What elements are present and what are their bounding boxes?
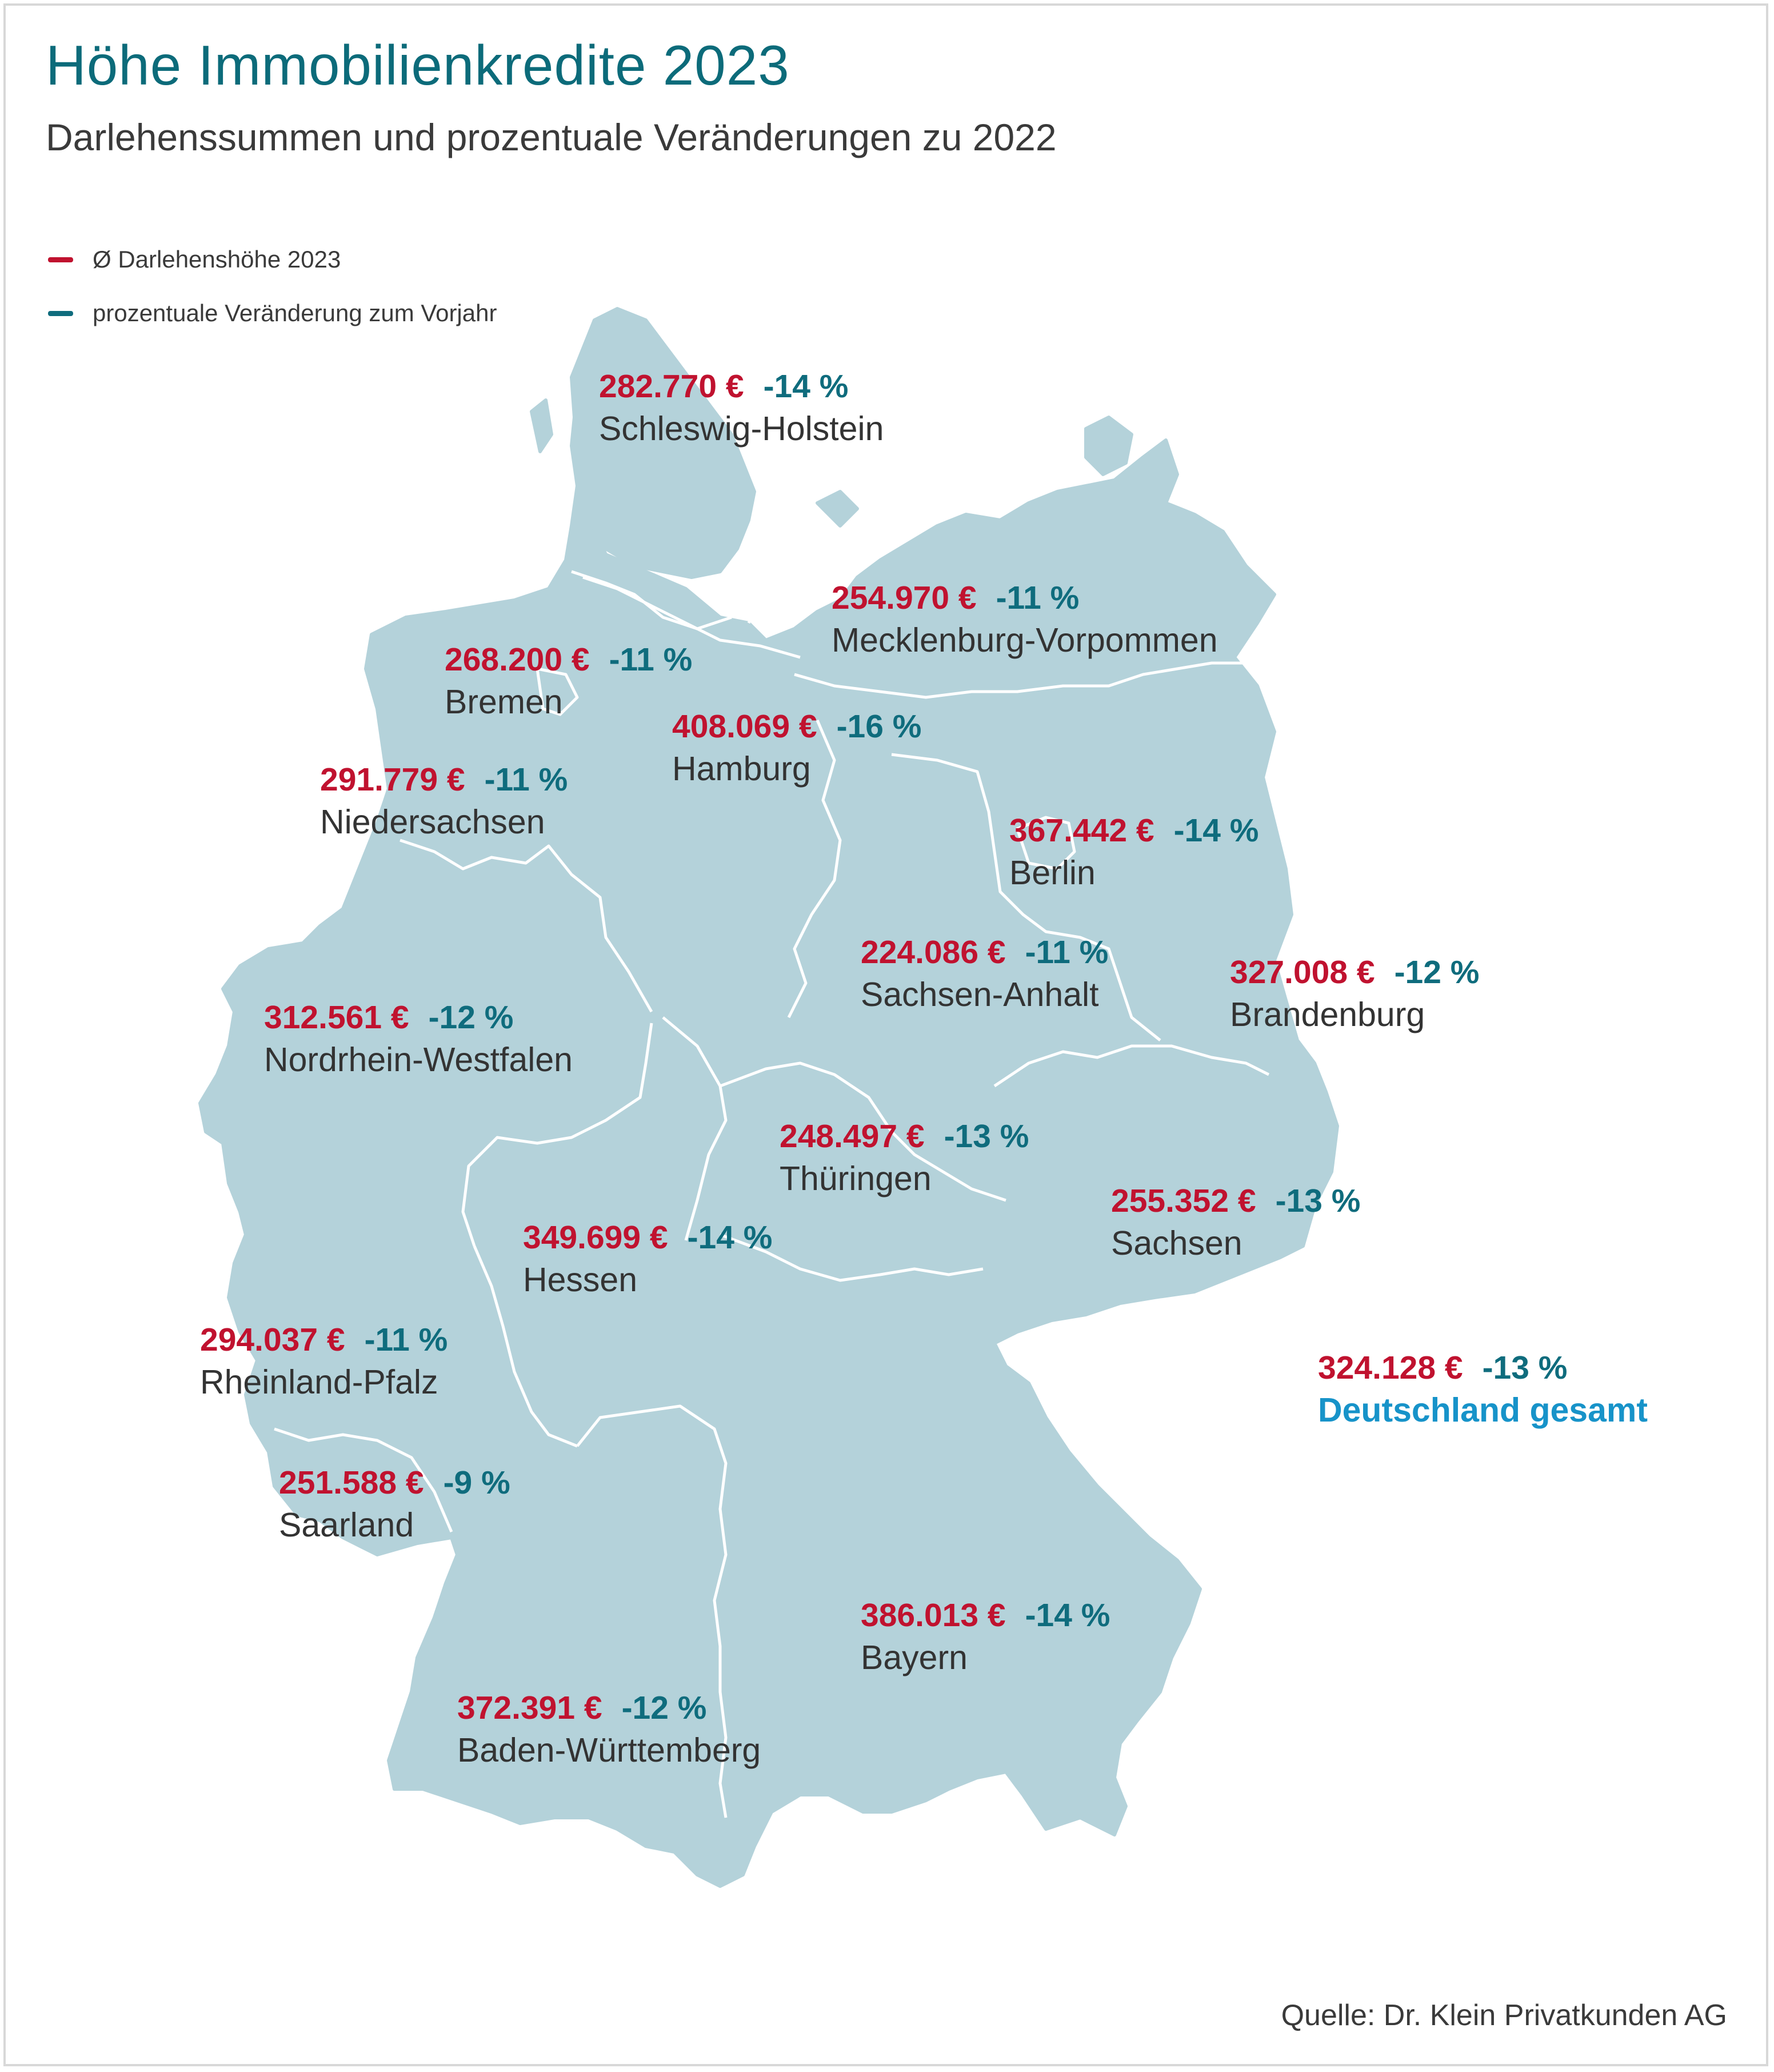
region-label-saarland: 251.588 € -9 % Saarland	[279, 1467, 510, 1542]
region-change: -11 %	[1025, 934, 1109, 971]
border-nrw-he	[461, 1023, 653, 1247]
region-amount: 248.497 €	[780, 1118, 925, 1155]
total-label-deutschland: 324.128 € -13 % Deutschland gesamt	[1318, 1352, 1648, 1427]
region-amount: 367.442 €	[1009, 812, 1154, 849]
region-amount: 254.970 €	[832, 580, 977, 616]
region-name: Rheinland-Pfalz	[200, 1363, 438, 1401]
region-amount: 349.699 €	[523, 1219, 668, 1256]
border-hh	[725, 570, 762, 624]
region-label-hamburg: 408.069 € -16 % Hamburg	[672, 710, 921, 786]
total-amount: 324.128 €	[1318, 1350, 1463, 1386]
germany-outline	[198, 376, 1339, 1888]
legend-label: prozentuale Veränderung zum Vorjahr	[93, 300, 497, 326]
legend-item-amount: Ø Darlehenshöhe 2023	[48, 242, 341, 277]
region-label-sachsen-anhalt: 224.086 € -11 % Sachsen-Anhalt	[861, 936, 1108, 1012]
region-name: Bayern	[861, 1639, 968, 1676]
border-nrw-ni	[399, 839, 653, 1013]
island-ruegen	[1084, 416, 1133, 476]
region-name: Berlin	[1009, 854, 1096, 892]
region-name: Hamburg	[672, 750, 811, 788]
region-name: Brandenburg	[1230, 996, 1425, 1033]
region-amount: 294.037 €	[200, 1322, 345, 1358]
region-change: -11 %	[484, 761, 568, 798]
river-elbe	[571, 570, 732, 630]
region-change: -11 %	[364, 1322, 448, 1358]
border-berlin	[1016, 816, 1076, 871]
legend-label: Ø Darlehenshöhe 2023	[93, 246, 341, 273]
border-he-bw	[576, 1404, 728, 1818]
border-mv-bb	[794, 661, 1246, 699]
region-label-bremen: 268.200 € -11 % Bremen	[445, 644, 692, 719]
region-change: -16 %	[836, 708, 922, 745]
legend-item-change: prozentuale Veränderung zum Vorjahr	[48, 296, 497, 330]
region-amount: 327.008 €	[1230, 954, 1375, 991]
region-label-sachsen: 255.352 € -13 % Sachsen	[1111, 1185, 1360, 1260]
border-st-bb	[891, 753, 1161, 1041]
region-label-schleswig-holstein: 282.770 € -14 % Schleswig-Holstein	[599, 370, 884, 446]
border-he-th	[662, 1016, 728, 1241]
region-label-thueringen: 248.497 € -13 % Thüringen	[780, 1120, 1029, 1196]
region-label-niedersachsen: 291.779 € -11 % Niedersachsen	[320, 764, 568, 839]
region-label-bayern: 386.013 € -14 % Bayern	[861, 1599, 1110, 1675]
region-change: -11 %	[996, 580, 1080, 616]
region-amount: 291.779 €	[320, 761, 465, 798]
region-amount: 282.770 €	[599, 368, 744, 405]
region-change: -14 %	[1173, 812, 1259, 849]
region-amount: 268.200 €	[445, 641, 590, 678]
region-amount: 372.391 €	[457, 1690, 602, 1726]
region-label-brandenburg: 327.008 € -12 % Brandenburg	[1230, 956, 1479, 1032]
total-change: -13 %	[1482, 1350, 1568, 1386]
region-label-nordrhein-westfalen: 312.561 € -12 % Nordrhein-Westfalen	[264, 1001, 573, 1077]
island-fehmarn	[816, 490, 859, 528]
border-th-sn	[720, 1061, 1006, 1202]
region-change: -9 %	[443, 1464, 510, 1501]
region-name: Nordrhein-Westfalen	[264, 1041, 573, 1079]
region-change: -12 %	[621, 1690, 707, 1726]
region-name: Baden-Württemberg	[457, 1731, 761, 1769]
region-name: Niedersachsen	[320, 803, 545, 841]
region-name: Bremen	[445, 683, 563, 721]
region-change: -13 %	[1275, 1183, 1361, 1219]
region-change: -14 %	[687, 1219, 773, 1256]
region-name: Saarland	[279, 1506, 414, 1544]
island-sylt	[530, 398, 553, 453]
region-amount: 386.013 €	[861, 1597, 1006, 1634]
region-amount: 224.086 €	[861, 934, 1006, 971]
region-name: Mecklenburg-Vorpommen	[832, 621, 1218, 659]
region-label-mecklenburg-vorpommen: 254.970 € -11 % Mecklenburg-Vorpommen	[832, 582, 1218, 657]
region-change: -13 %	[944, 1118, 1029, 1155]
border-ni-st	[787, 720, 842, 1019]
region-change: -11 %	[609, 641, 693, 678]
total-name: Deutschland gesamt	[1318, 1391, 1648, 1429]
region-change: -14 %	[1025, 1597, 1110, 1634]
map-title: Höhe Immobilienkredite 2023	[46, 34, 790, 97]
border-rp-he	[473, 1245, 578, 1448]
legend-swatch-red	[48, 257, 73, 262]
map-subtitle: Darlehenssummen und prozentuale Veränder…	[46, 116, 1057, 158]
region-label-baden-wuerttemberg: 372.391 € -12 % Baden-Württemberg	[457, 1692, 761, 1767]
region-amount: 408.069 €	[672, 708, 817, 745]
border-th-by	[720, 1233, 984, 1282]
legend-swatch-teal	[48, 310, 73, 316]
region-name: Schleswig-Holstein	[599, 410, 884, 448]
region-name: Thüringen	[780, 1160, 932, 1197]
border-rp-sl	[274, 1427, 453, 1532]
region-name: Hessen	[523, 1261, 638, 1299]
region-label-hessen: 349.699 € -14 % Hessen	[523, 1221, 772, 1297]
border-bb-sn	[993, 1044, 1270, 1088]
region-label-rheinland-pfalz: 294.037 € -11 % Rheinland-Pfalz	[200, 1324, 448, 1399]
region-amount: 312.561 €	[264, 999, 409, 1036]
region-name: Sachsen	[1111, 1224, 1242, 1262]
border-bremen	[536, 667, 579, 716]
source-note: Quelle: Dr. Klein Privatkunden AG	[1281, 1999, 1727, 2032]
region-change: -14 %	[763, 368, 849, 405]
region-change: -12 %	[428, 999, 514, 1036]
region-amount: 251.588 €	[279, 1464, 424, 1501]
region-label-berlin: 367.442 € -14 % Berlin	[1009, 815, 1258, 890]
schleswig-peninsula	[570, 307, 756, 579]
region-amount: 255.352 €	[1111, 1183, 1256, 1219]
region-name: Sachsen-Anhalt	[861, 976, 1099, 1013]
region-change: -12 %	[1394, 954, 1480, 991]
